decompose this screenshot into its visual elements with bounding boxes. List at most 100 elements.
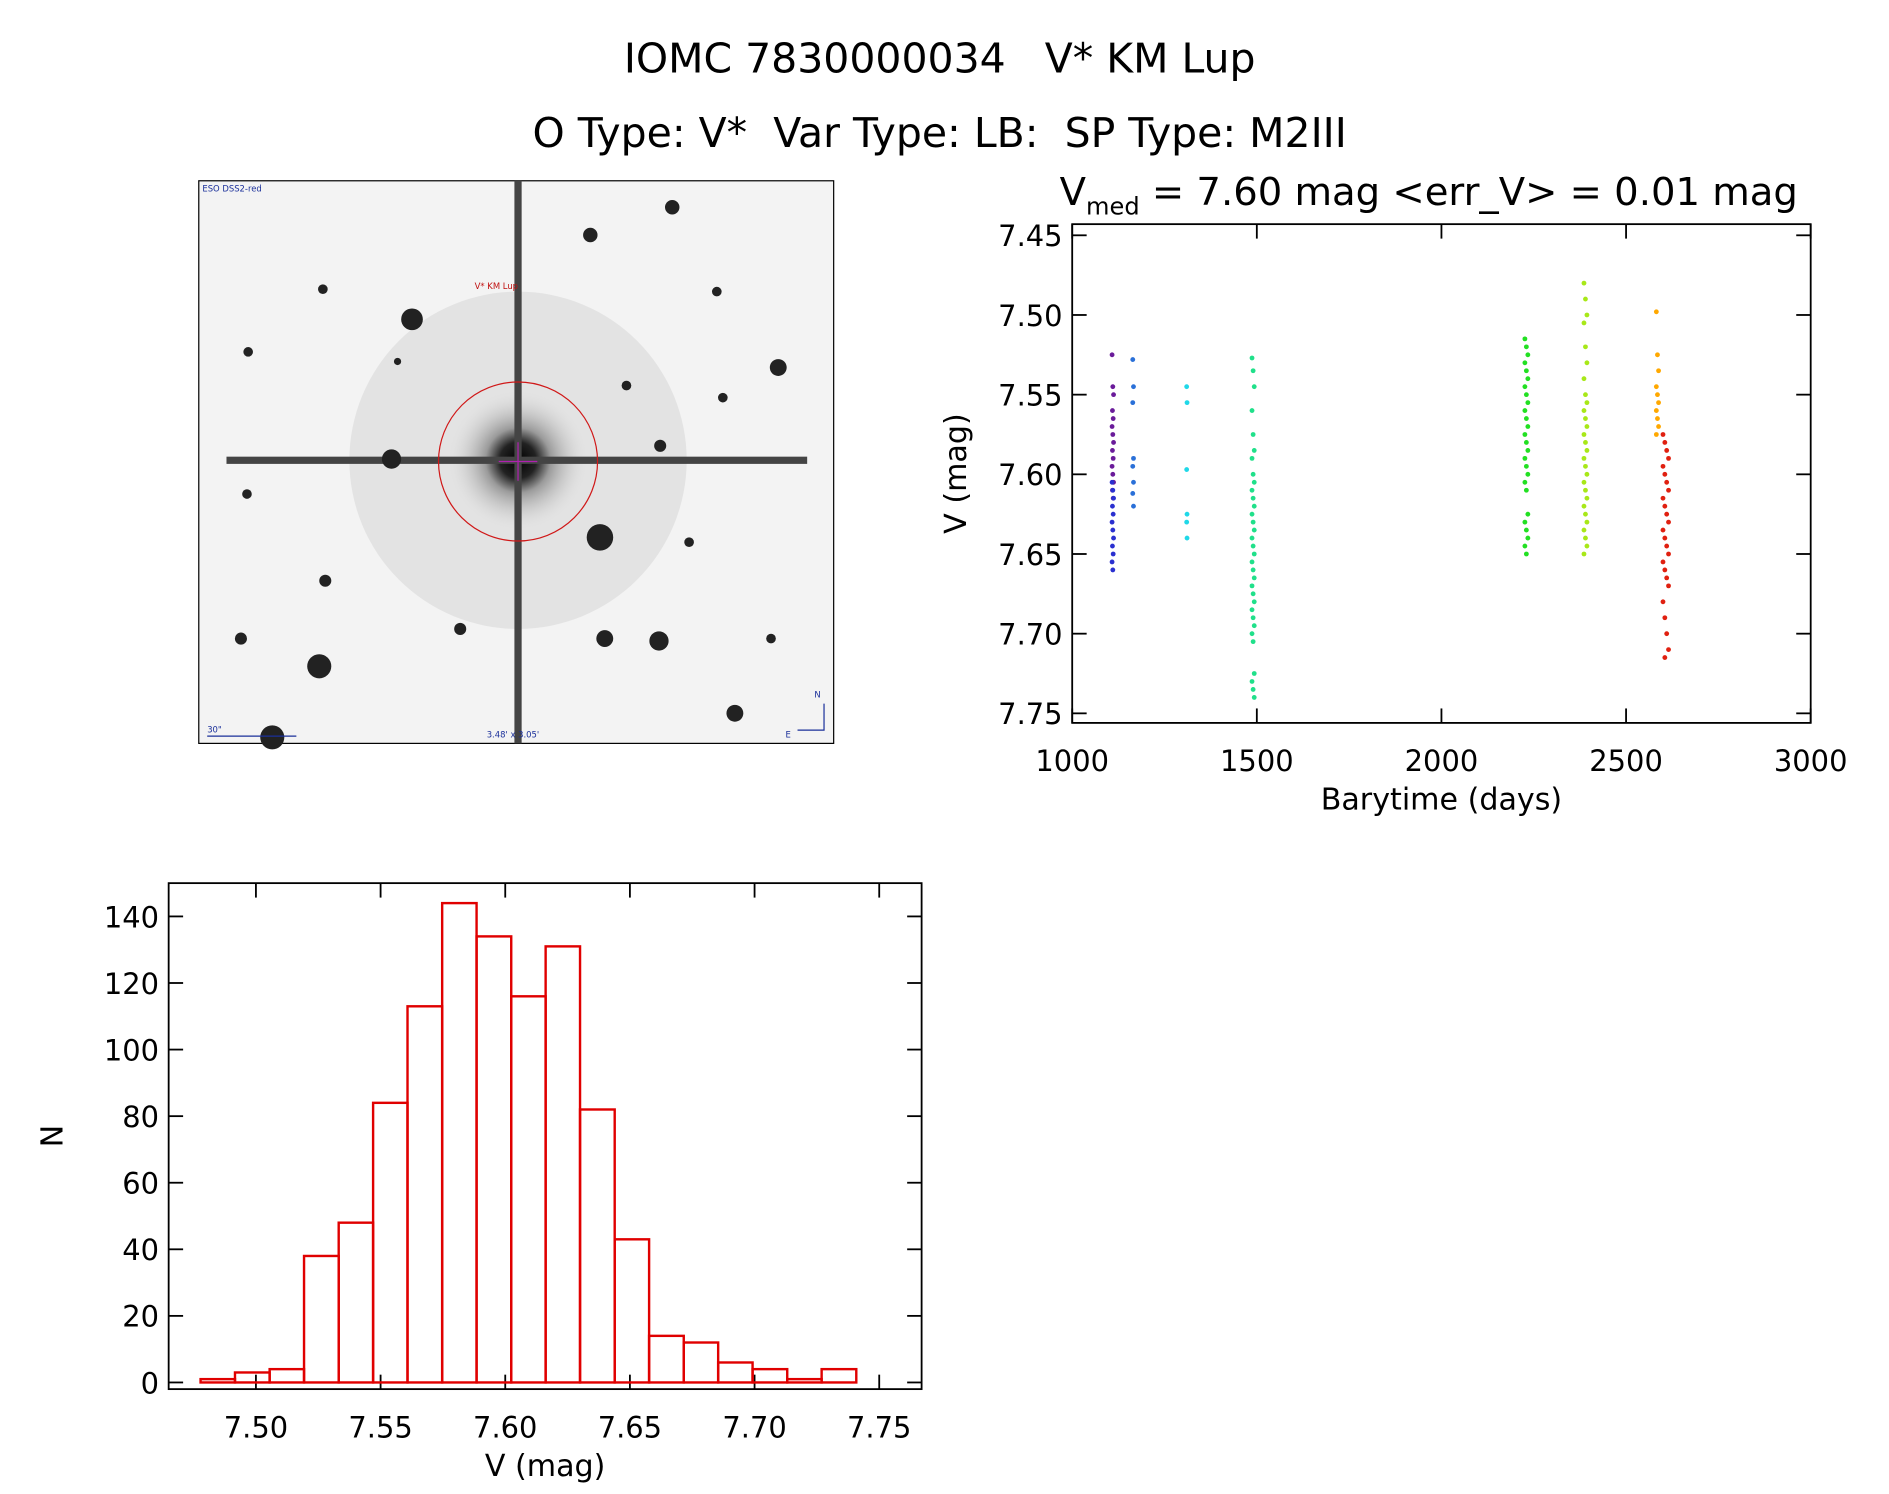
data-point [1522,432,1528,437]
data-point [1581,376,1587,382]
data-point [1583,463,1588,469]
title: IOMC 7830000034 V* KM Lup [624,34,1256,82]
data-point [1522,360,1528,366]
data-point [1111,495,1116,501]
data-point [1525,535,1531,541]
data-point [1522,336,1528,342]
data-point [1184,519,1190,525]
x-tick-label: 7.75 [847,1410,911,1444]
data-point [1666,551,1671,557]
data-point [1110,448,1115,453]
histogram-bar [820,1367,858,1384]
data-point [1583,416,1588,421]
y-tick-label: 7.60 [998,458,1062,492]
data-point [1664,448,1670,453]
y-tick-label: 7.50 [998,299,1062,333]
histogram-bar [544,945,582,1384]
image-label: 30" [207,725,222,735]
data-point [1184,535,1190,541]
data-point [1583,511,1588,517]
data-point [1111,440,1116,445]
data-point [1666,647,1671,653]
data-point [1522,519,1528,525]
data-point [1249,408,1255,413]
data-point [1110,487,1116,493]
data-point [1660,527,1666,533]
data-point [1525,471,1531,477]
data-point [1584,448,1590,453]
data-point [1660,599,1666,605]
data-point [1655,392,1660,398]
data-point [1522,479,1528,485]
data-point [1251,551,1257,557]
data-point [1584,543,1590,549]
data-point [1581,280,1587,286]
plot-frame [167,882,923,1391]
data-point [1581,479,1587,485]
data-point [1251,623,1257,629]
title-main: V [1060,170,1087,215]
y-tick-label: 40 [122,1233,159,1267]
data-point [1653,384,1659,390]
histogram-bar [199,1377,237,1384]
data-point [1584,519,1590,525]
x-tick-label: 7.50 [224,1410,288,1444]
x-tick-label: 1000 [1035,744,1109,778]
x-tick-label: 2500 [1589,744,1663,778]
image-label: V* KM Lup [475,281,518,291]
data-point [1250,519,1256,525]
data-point [1653,432,1659,437]
data-point [1583,440,1588,445]
x-tick-label: 2000 [1405,744,1479,778]
data-point [1522,543,1528,549]
data-point [1249,355,1255,361]
data-point [1251,575,1257,581]
data-point [1251,384,1257,390]
data-point [1581,320,1587,326]
data-point [1109,463,1115,469]
data-point [1250,615,1256,621]
histogram-bar [613,1238,651,1384]
data-point [1251,527,1257,533]
data-point [1581,527,1587,533]
data-point [1525,376,1531,382]
y-axis-label: N [36,1125,71,1148]
title-rest: = 7.60 mag <err_V> = 0.01 mag [1140,170,1798,215]
histogram-bar [510,995,547,1384]
data-point [1251,695,1257,700]
y-tick-label: 7.55 [998,378,1062,412]
data-point [1130,491,1136,496]
data-point [1249,487,1255,493]
y-tick-label: 60 [122,1167,159,1201]
data-point [1656,424,1661,429]
data-point [1584,495,1590,501]
data-point [1525,448,1531,453]
image-label: N [814,690,820,700]
data-point [1110,567,1116,573]
y-tick-label: 20 [122,1300,159,1334]
y-tick-label: 80 [122,1100,159,1134]
data-point [1110,432,1116,437]
data-point [1131,384,1136,390]
data-point [1662,615,1668,621]
data-point [1581,455,1587,461]
data-point [1525,352,1531,358]
data-point [1249,679,1255,684]
data-point [1184,384,1190,390]
data-point [1525,424,1531,429]
data-point [1664,575,1670,581]
y-tick-label: 120 [104,967,159,1001]
data-point [1583,487,1588,493]
y-axis-label: V (mag) [939,413,974,534]
data-point [1131,503,1136,509]
data-point [1130,463,1136,469]
chart-title: Vmed = 7.60 mag <err_V> = 0.01 mag [1060,170,1798,221]
data-point [1656,400,1661,406]
data-point [1251,503,1257,509]
data-point [1523,463,1529,469]
data-point [1110,471,1116,477]
x-tick-label: 7.65 [598,1410,662,1444]
subtitle: O Type: V* Var Type: LB: SP Type: M2III [533,109,1347,157]
data-point [1250,471,1256,477]
data-point [1109,519,1115,525]
